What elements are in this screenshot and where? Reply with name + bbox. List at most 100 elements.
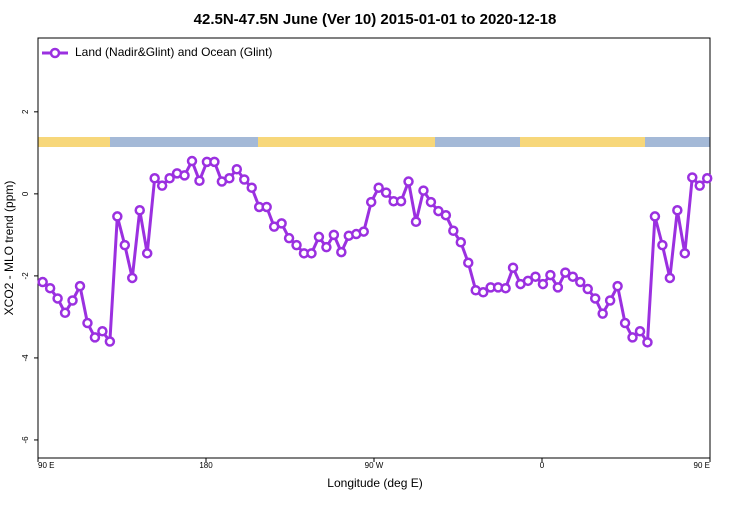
data-point <box>283 232 295 244</box>
y-tick-label: 0 <box>21 191 30 196</box>
x-tick-label: 90 E <box>38 461 54 470</box>
data-point <box>186 155 198 167</box>
data-point <box>410 216 422 227</box>
data-point <box>701 173 713 184</box>
data-point <box>156 180 168 191</box>
data-point <box>321 241 332 253</box>
data-point <box>149 173 160 184</box>
data-point <box>597 308 608 319</box>
data-point <box>261 201 272 213</box>
data-point <box>104 336 116 347</box>
x-tick-label: 90 E <box>694 461 710 470</box>
data-point <box>134 205 145 216</box>
data-point <box>37 276 48 288</box>
data-point <box>358 226 369 237</box>
x-tick-label: 0 <box>540 461 545 470</box>
y-tick-label: 2 <box>21 109 30 114</box>
data-point <box>612 280 623 292</box>
data-point <box>328 229 340 241</box>
data-point <box>679 248 691 259</box>
data-point <box>560 267 571 278</box>
legend-marker <box>49 47 61 59</box>
data-point <box>276 218 287 229</box>
data-point <box>500 282 511 294</box>
x-axis-label: Longitude (deg E) <box>327 476 422 490</box>
data-point <box>59 307 71 319</box>
data-point <box>530 271 541 282</box>
data-point <box>687 172 698 183</box>
data-point <box>67 295 78 306</box>
data-point <box>552 282 564 293</box>
data-point <box>209 156 220 168</box>
data-point <box>164 173 175 184</box>
data-point <box>127 272 138 284</box>
legend-label: Land (Nadir&Glint) and Ocean (Glint) <box>75 45 272 59</box>
data-point <box>89 332 101 343</box>
y-tick-label: -6 <box>21 436 30 444</box>
land-band <box>38 137 110 147</box>
data-point <box>141 248 153 259</box>
data-point <box>112 211 123 222</box>
data-point <box>642 337 653 348</box>
ocean-band <box>645 137 710 147</box>
data-point <box>537 278 549 290</box>
data-point <box>336 246 347 258</box>
data-point <box>582 283 593 295</box>
data-point <box>194 175 205 186</box>
data-point <box>589 293 601 304</box>
data-point <box>649 211 661 222</box>
data-point <box>448 225 459 237</box>
data-point <box>418 185 429 196</box>
data-point <box>463 257 474 269</box>
data-point <box>522 275 534 287</box>
data-point <box>440 209 452 221</box>
data-point <box>313 231 325 243</box>
ocean-band <box>435 137 520 147</box>
data-point <box>380 187 392 198</box>
y-tick-label: -2 <box>21 272 30 280</box>
land-band <box>520 137 645 147</box>
data-point <box>634 326 646 337</box>
data-point <box>291 239 302 251</box>
data-point <box>52 293 63 304</box>
data-point <box>575 276 586 288</box>
y-axis-label: XCO2 - MLO trend (ppm) <box>2 181 16 316</box>
data-point <box>425 196 437 208</box>
ocean-band <box>110 137 258 147</box>
land-ocean-strip <box>38 137 710 147</box>
data-point <box>455 237 467 248</box>
y-tick-label: -4 <box>21 354 30 362</box>
land-band <box>258 137 435 147</box>
data-point <box>231 164 243 175</box>
data-point <box>74 280 86 292</box>
data-point <box>246 182 257 193</box>
data-point <box>97 326 108 337</box>
data-point <box>619 317 631 329</box>
data-point <box>239 174 250 185</box>
data-point <box>306 248 317 259</box>
data-point <box>433 205 444 217</box>
data-point <box>694 180 705 191</box>
data-point <box>477 287 489 298</box>
data-point <box>672 205 683 216</box>
x-tick-label: 90 W <box>365 461 384 470</box>
data-point <box>44 282 56 294</box>
data-point <box>373 182 384 193</box>
data-point <box>365 196 377 208</box>
data-point <box>604 295 616 306</box>
data-point <box>507 262 519 273</box>
data-point <box>395 195 407 207</box>
data-point <box>567 271 579 282</box>
data-point <box>627 332 638 343</box>
data-point <box>664 272 676 284</box>
x-tick-label: 180 <box>199 461 213 470</box>
data-point <box>179 170 190 181</box>
data-point <box>403 176 414 187</box>
chart-title: 42.5N-47.5N June (Ver 10) 2015-01-01 to … <box>194 11 557 28</box>
data-point <box>82 317 93 329</box>
data-point <box>119 239 131 251</box>
data-point <box>224 173 235 184</box>
